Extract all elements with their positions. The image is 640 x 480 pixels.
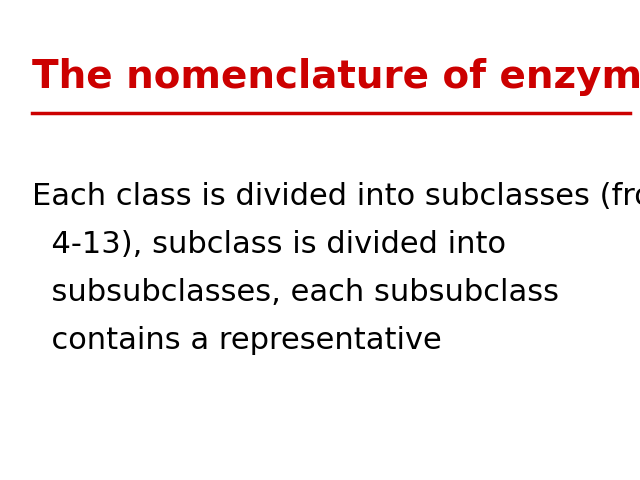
Text: 4-13), subclass is divided into: 4-13), subclass is divided into: [32, 230, 506, 259]
Text: The nomenclature of enzymes: The nomenclature of enzymes: [32, 58, 640, 96]
Text: subsubclasses, each subsubclass: subsubclasses, each subsubclass: [32, 278, 559, 307]
Text: contains a representative: contains a representative: [32, 326, 442, 355]
Text: Each class is divided into subclasses (from: Each class is divided into subclasses (f…: [32, 182, 640, 211]
